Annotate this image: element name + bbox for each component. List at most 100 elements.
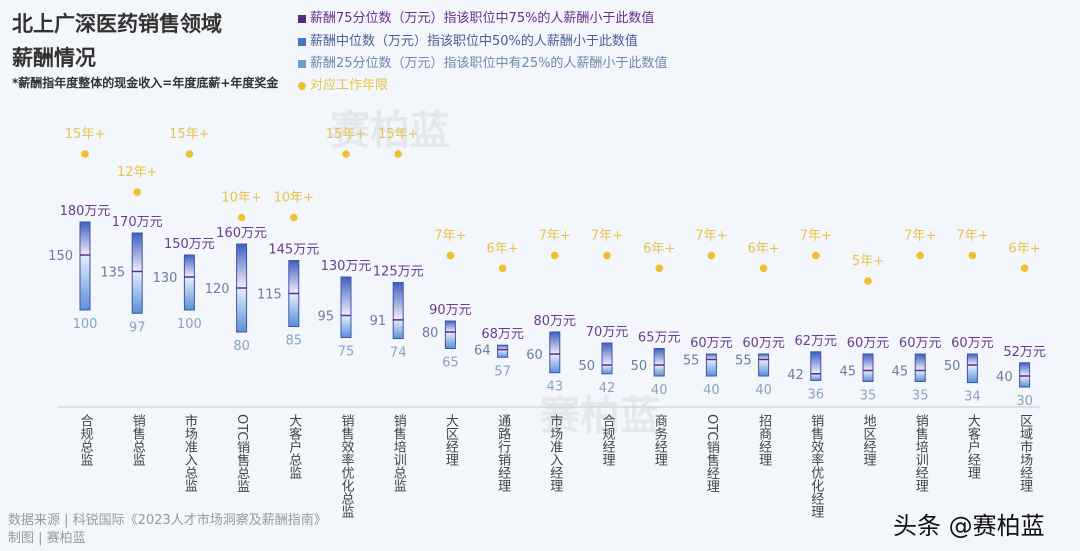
bar-upper [288,260,300,294]
median-label: 80 [422,326,439,341]
bar-upper [601,342,613,366]
p75-label: 60万元 [899,336,942,351]
x-tick-label: 销售效率优化经理 [808,414,824,518]
bar-lower [810,373,822,381]
years-label: 12年+ [117,165,157,180]
data-source: 数据来源 | 科锐国际《2023人才市场洞察及薪酬指南》 [8,513,327,528]
years-dot [864,277,872,285]
years-label: 7年+ [434,229,466,244]
bar-lower [1019,375,1031,388]
years-label: 15年+ [169,127,209,142]
x-tick-label: OTC销售经理 [703,414,719,493]
p25-label: 40 [703,383,720,398]
x-tick-label: 销售培训总监 [390,414,406,492]
p75-label: 150万元 [164,237,215,252]
watermark: 赛柏蓝 [330,108,450,154]
bar-upper [914,353,926,371]
years-dot [237,213,246,222]
median-label: 95 [317,310,334,325]
bar-upper [966,353,978,366]
years-dot [759,264,768,273]
median-label: 64 [474,344,491,359]
x-tick-label: 通路行销经理 [495,414,511,492]
bar-upper [392,282,404,321]
p75-label: 180万元 [60,204,111,219]
x-tick-label: 合规经理 [599,414,615,466]
p75-label: 60万元 [742,336,785,351]
bar-upper [549,331,561,355]
years-dot [1020,264,1029,273]
bar-lower [914,370,926,382]
x-tick-label: 区域市场经理 [1017,414,1033,492]
years-label: 6年+ [643,241,675,256]
p25-label: 57 [494,364,511,379]
median-label: 50 [578,359,595,374]
x-tick-label: 大客户总监 [286,414,302,479]
p75-label: 60万元 [847,336,890,351]
median-label: 45 [839,365,856,380]
p75-label: 145万元 [268,243,319,258]
bar-upper [758,353,770,360]
p25-label: 35 [860,389,877,404]
median-label: 50 [944,359,961,374]
years-label: 7年+ [800,229,832,244]
p25-label: 35 [912,389,929,404]
legend-label: 薪酬中位数（万元）指该职位中50%的人薪酬小于此数值 [310,34,638,49]
p75-label: 80万元 [534,314,577,329]
bar-lower [236,287,248,333]
legend-label: 对应工作年限 [310,78,389,93]
bar-lower [183,276,195,311]
p25-label: 74 [390,346,407,361]
p25-label: 100 [177,317,202,332]
p25-label: 75 [338,345,355,360]
p25-label: 40 [755,383,772,398]
years-dot [394,150,403,158]
bar-upper [131,232,143,272]
p75-label: 60万元 [690,336,733,351]
years-label: 10年+ [221,191,261,206]
legend-item-years: 对应工作年限 [298,74,388,93]
bar-lower [705,359,717,377]
years-label: 7年+ [904,229,936,244]
p25-label: 80 [233,339,250,354]
bar-lower [758,359,770,377]
median-label: 45 [892,365,909,380]
years-label: 15年+ [326,127,366,142]
x-tick-label: 大客户经理 [964,414,980,479]
page-title: 北上广深医药销售领域 [12,12,222,36]
x-tick-label: 招商经理 [756,414,772,466]
median-label: 50 [631,359,648,374]
legend-item-p25: 薪酬25分位数（万元）指该职位中有25%的人薪酬小于此数值 [298,52,667,71]
p25-label: 36 [808,387,825,402]
bar-lower [288,293,300,327]
years-dot [707,251,716,260]
p25-label: 30 [1016,394,1033,409]
years-dot [133,188,141,196]
median-label: 55 [683,354,700,369]
bar-lower [340,315,352,338]
legend-label: 薪酬75分位数（万元）指该职位中75%的人薪酬小于此数值 [310,11,655,26]
median-label: 60 [526,348,543,363]
bar-lower [444,331,456,349]
legend-swatch [298,59,306,68]
legend-swatch [298,14,306,23]
x-tick-label: 市场准入总监 [181,414,197,492]
years-label: 15年+ [65,127,105,142]
x-tick-label: OTC销售总监 [234,414,250,493]
years-dot [968,251,977,260]
footnote: *薪酬指年度整体的现金收入=年度底薪+年度奖金 [12,76,279,90]
x-tick-label: 销售总监 [129,414,145,466]
years-dot [290,213,298,222]
years-dot [81,150,89,158]
bar-lower [601,364,613,375]
x-tick-label: 大区经理 [442,414,458,466]
bar-upper [705,353,717,360]
years-label: 6年+ [748,241,780,256]
median-label: 135 [100,266,125,281]
years-dot [916,251,924,260]
p75-label: 170万元 [112,215,163,230]
bar-lower [862,370,874,382]
median-label: 120 [205,282,230,297]
bar-lower [131,271,143,314]
